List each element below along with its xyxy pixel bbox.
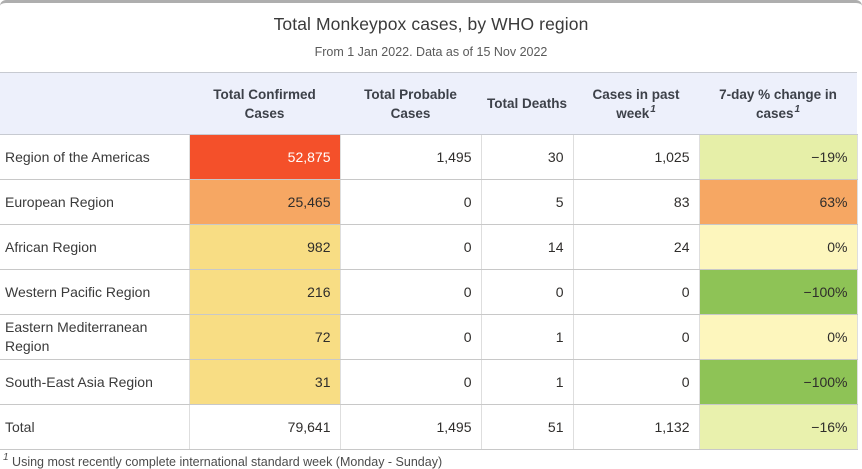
column-header-change: 7-day % change in cases1 xyxy=(699,72,857,135)
page-subtitle: From 1 Jan 2022. Data as of 15 Nov 2022 xyxy=(314,45,548,59)
cell-change: −16% xyxy=(698,404,858,450)
table-row-total: Total 79,641 1,495 51 1,132 −16% xyxy=(0,404,858,450)
cell-confirmed: 79,641 xyxy=(188,404,341,450)
cell-confirmed: 31 xyxy=(188,359,341,405)
cell-deaths: 5 xyxy=(480,179,574,225)
cell-probable: 0 xyxy=(339,224,482,270)
cell-probable: 0 xyxy=(339,179,482,225)
column-header-past-week: Cases in past week1 xyxy=(573,72,699,135)
cell-confirmed: 982 xyxy=(188,224,341,270)
footnote: 1 Using most recently complete internati… xyxy=(2,452,862,469)
cell-deaths: 1 xyxy=(480,359,574,405)
cell-region: Western Pacific Region xyxy=(0,269,190,315)
cell-change: 0% xyxy=(698,314,858,360)
cell-probable: 1,495 xyxy=(339,404,482,450)
cell-past-week: 83 xyxy=(572,179,700,225)
table-row: Eastern Mediterranean Region 72 0 1 0 0% xyxy=(0,314,858,360)
table-row: European Region 25,465 0 5 83 63% xyxy=(0,179,858,225)
cell-confirmed: 72 xyxy=(188,314,341,360)
footnote-superscript: 1 xyxy=(3,452,9,463)
cell-deaths: 30 xyxy=(480,134,574,180)
cell-deaths: 51 xyxy=(480,404,574,450)
column-header-confirmed: Total Confirmed Cases xyxy=(189,72,340,135)
column-header-superscript: 1 xyxy=(650,104,656,115)
page-title: Total Monkeypox cases, by WHO region xyxy=(273,14,589,34)
cell-past-week: 0 xyxy=(572,314,700,360)
cell-change: 0% xyxy=(698,224,858,270)
cell-region: African Region xyxy=(0,224,190,270)
cell-confirmed: 52,875 xyxy=(188,134,341,180)
cell-change: −100% xyxy=(698,359,858,405)
cell-past-week: 1,025 xyxy=(572,134,700,180)
table-row: South-East Asia Region 31 0 1 0 −100% xyxy=(0,359,858,405)
cell-confirmed: 25,465 xyxy=(188,179,341,225)
column-header-superscript: 1 xyxy=(794,104,801,115)
table-row: African Region 982 0 14 24 0% xyxy=(0,224,858,270)
table-header-row: Total Confirmed Cases Total Probable Case… xyxy=(0,72,857,135)
cell-probable: 0 xyxy=(339,314,482,360)
cell-region: Region of the Americas xyxy=(0,134,190,180)
cell-past-week: 1,132 xyxy=(572,404,700,450)
column-header-region xyxy=(0,72,189,135)
cell-region: South-East Asia Region xyxy=(0,359,190,405)
cell-past-week: 0 xyxy=(572,359,700,405)
cell-region: European Region xyxy=(0,179,190,225)
cell-change: −19% xyxy=(698,134,858,180)
who-region-table: Total Confirmed Cases Total Probable Case… xyxy=(0,72,858,450)
cell-region: Eastern Mediterranean Region xyxy=(0,314,190,360)
table-row: Western Pacific Region 216 0 0 0 −100% xyxy=(0,269,858,315)
column-header-probable: Total Probable Cases xyxy=(340,72,481,135)
cell-past-week: 24 xyxy=(572,224,700,270)
table-row: Region of the Americas 52,875 1,495 30 1,025… xyxy=(0,134,858,180)
cell-deaths: 14 xyxy=(480,224,574,270)
column-header-deaths: Total Deaths xyxy=(481,72,573,135)
cell-confirmed: 216 xyxy=(188,269,341,315)
cell-deaths: 0 xyxy=(480,269,574,315)
cell-region: Total xyxy=(0,404,190,450)
footnote-text: Using most recently complete internation… xyxy=(8,455,443,469)
cell-deaths: 1 xyxy=(480,314,574,360)
cell-past-week: 0 xyxy=(572,269,700,315)
cell-change: 63% xyxy=(698,179,858,225)
cell-probable: 0 xyxy=(339,269,482,315)
cell-probable: 0 xyxy=(339,359,482,405)
cell-change: −100% xyxy=(698,269,858,315)
cell-probable: 1,495 xyxy=(339,134,482,180)
